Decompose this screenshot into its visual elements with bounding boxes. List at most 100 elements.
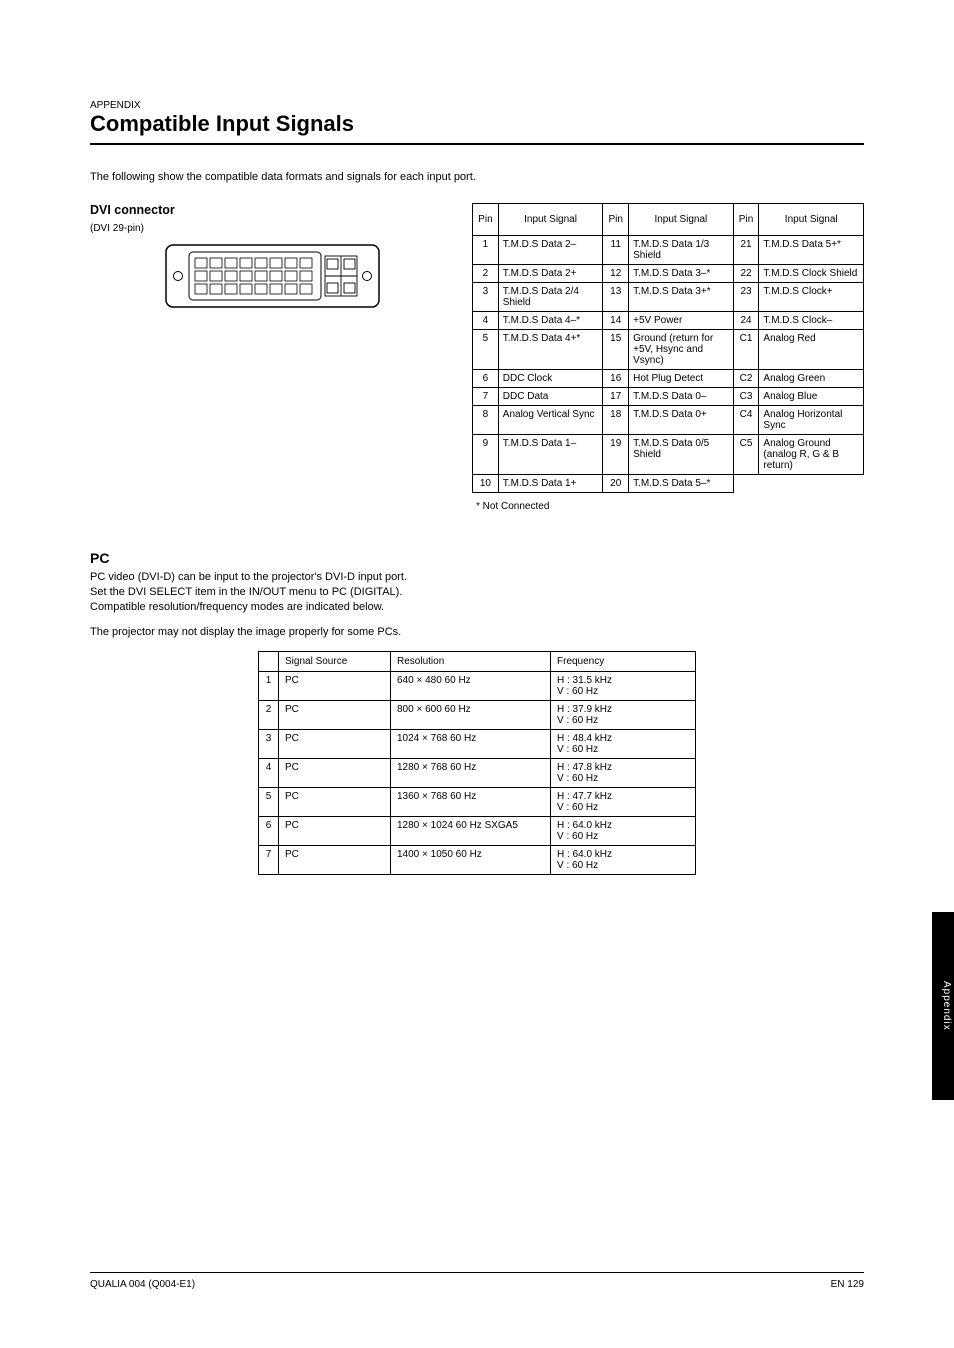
pinout-signal: T.M.D.S Clock+ — [759, 283, 864, 312]
pinout-signal: Analog Horizontal Sync — [759, 406, 864, 435]
timing-cell: 5 — [259, 788, 279, 817]
pinout-signal: T.M.D.S Data 5+* — [759, 236, 864, 265]
timing-cell: 1280 × 1024 60 Hz SXGA5 — [391, 817, 551, 846]
pinout-signal: T.M.D.S Data 2/4 Shield — [498, 283, 603, 312]
pinout-pin: 23 — [733, 283, 759, 312]
pinout-header: Input Signal — [498, 204, 603, 236]
pinout-pin: 8 — [473, 406, 499, 435]
pc-body-line: Set the DVI SELECT item in the IN/OUT me… — [90, 585, 864, 600]
pinout-pin: 5 — [473, 330, 499, 370]
pinout-signal: T.M.D.S Data 4+* — [498, 330, 603, 370]
timing-cell: PC — [279, 846, 391, 875]
timing-cell: 7 — [259, 846, 279, 875]
pinout-header: Pin — [603, 204, 629, 236]
pinout-pin: 7 — [473, 388, 499, 406]
pinout-signal: T.M.D.S Data 0+ — [629, 406, 734, 435]
pinout-signal: T.M.D.S Data 0– — [629, 388, 734, 406]
pinout-header: Input Signal — [759, 204, 864, 236]
pinout-pin: 11 — [603, 236, 629, 265]
pinout-signal: DDC Clock — [498, 370, 603, 388]
pc-body-line: Compatible resolution/frequency modes ar… — [90, 600, 864, 615]
timing-cell: 1400 × 1050 60 Hz — [391, 846, 551, 875]
timing-cell: 4 — [259, 759, 279, 788]
timing-cell: 1 — [259, 672, 279, 701]
pinout-signal: +5V Power — [629, 312, 734, 330]
pinout-signal: T.M.D.S Data 2+ — [498, 265, 603, 283]
footer-left: QUALIA 004 (Q004-E1) — [90, 1279, 195, 1290]
pinout-signal: T.M.D.S Data 4–* — [498, 312, 603, 330]
dvi-connector-diagram — [165, 244, 442, 313]
timing-cell: H : 64.0 kHzV : 60 Hz — [551, 817, 696, 846]
timing-cell: PC — [279, 759, 391, 788]
pinout-signal: Analog Blue — [759, 388, 864, 406]
pinout-signal: T.M.D.S Data 3+* — [629, 283, 734, 312]
pinout-pin: 16 — [603, 370, 629, 388]
timing-cell: H : 31.5 kHzV : 60 Hz — [551, 672, 696, 701]
page-footer: QUALIA 004 (Q004-E1) EN 129 — [90, 1272, 864, 1290]
pinout-pin: 2 — [473, 265, 499, 283]
pinout-pin: 13 — [603, 283, 629, 312]
pinout-pin: 18 — [603, 406, 629, 435]
pinout-pin: 1 — [473, 236, 499, 265]
pinout-signal: Ground (return for +5V, Hsync and Vsync) — [629, 330, 734, 370]
pinout-signal: T.M.D.S Clock– — [759, 312, 864, 330]
pinout-pin: C1 — [733, 330, 759, 370]
timing-cell: PC — [279, 672, 391, 701]
timing-cell: 1024 × 768 60 Hz — [391, 730, 551, 759]
timing-header: Resolution — [391, 652, 551, 672]
pinout-signal: T.M.D.S Data 1/3 Shield — [629, 236, 734, 265]
timing-cell: PC — [279, 730, 391, 759]
pinout-pin: C3 — [733, 388, 759, 406]
timing-cell: PC — [279, 817, 391, 846]
pinout-pin: 10 — [473, 475, 499, 493]
pc-section-title: PC — [90, 550, 864, 566]
pinout-pin: 9 — [473, 435, 499, 475]
pinout-pin: 21 — [733, 236, 759, 265]
timing-cell: 2 — [259, 701, 279, 730]
pinout-signal: Hot Plug Detect — [629, 370, 734, 388]
pinout-header: Pin — [473, 204, 499, 236]
pinout-pin: 4 — [473, 312, 499, 330]
timing-cell: PC — [279, 788, 391, 817]
pinout-signal: DDC Data — [498, 388, 603, 406]
pinout-signal: Analog Vertical Sync — [498, 406, 603, 435]
pinout-pin: C2 — [733, 370, 759, 388]
pc-section-body: PC video (DVI-D) can be input to the pro… — [90, 570, 864, 639]
timing-cell: H : 47.7 kHzV : 60 Hz — [551, 788, 696, 817]
pinout-footnote: * Not Connected — [472, 501, 864, 512]
pinout-signal: T.M.D.S Data 0/5 Shield — [629, 435, 734, 475]
pc-body-line: PC video (DVI-D) can be input to the pro… — [90, 570, 864, 585]
pinout-signal: T.M.D.S Data 3–* — [629, 265, 734, 283]
pinout-signal: Analog Ground (analog R, G & B return) — [759, 435, 864, 475]
timing-cell: 3 — [259, 730, 279, 759]
timing-header — [259, 652, 279, 672]
page-header: APPENDIX Compatible Input Signals — [90, 100, 864, 145]
footer-right: EN 129 — [831, 1279, 864, 1290]
pinout-pin: 19 — [603, 435, 629, 475]
timing-cell: H : 48.4 kHzV : 60 Hz — [551, 730, 696, 759]
dvi-pinout-table: Pin Input Signal Pin Input Signal Pin In… — [472, 203, 864, 493]
timing-header: Signal Source — [279, 652, 391, 672]
side-tab: Appendix — [932, 912, 954, 1100]
timing-cell: 800 × 600 60 Hz — [391, 701, 551, 730]
timing-cell: H : 64.0 kHzV : 60 Hz — [551, 846, 696, 875]
dvi-subtitle: (DVI 29-pin) — [90, 223, 442, 234]
pinout-pin: 6 — [473, 370, 499, 388]
timing-cell: 640 × 480 60 Hz — [391, 672, 551, 701]
header-eyebrow: APPENDIX — [90, 100, 864, 111]
pinout-pin: 17 — [603, 388, 629, 406]
header-title: Compatible Input Signals — [90, 111, 864, 137]
timing-header: Frequency — [551, 652, 696, 672]
pinout-pin: 12 — [603, 265, 629, 283]
pinout-signal: Analog Red — [759, 330, 864, 370]
pinout-pin: 20 — [603, 475, 629, 493]
pinout-signal: T.M.D.S Data 5–* — [629, 475, 734, 493]
timing-cell: 1280 × 768 60 Hz — [391, 759, 551, 788]
pinout-signal: T.M.D.S Data 2– — [498, 236, 603, 265]
timing-cell: 1360 × 768 60 Hz — [391, 788, 551, 817]
intro-text: The following show the compatible data f… — [90, 171, 864, 183]
pinout-signal: Analog Green — [759, 370, 864, 388]
timing-cell: 6 — [259, 817, 279, 846]
pinout-pin: 15 — [603, 330, 629, 370]
dvi-title: DVI connector — [90, 203, 442, 217]
